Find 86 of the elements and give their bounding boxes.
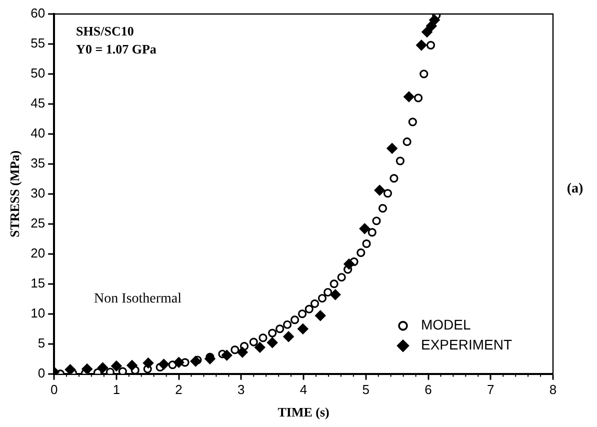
point [386,143,398,154]
text: (a) [566,182,584,197]
point [106,368,114,374]
y-tick-label: 50 [30,66,46,81]
legend-label: EXPERIMENT [421,336,512,353]
point [402,137,412,146]
annotation: SHS/SC10 [76,23,134,38]
x-tick-label: 8 [549,382,557,398]
y-tick-label: 35 [30,155,46,170]
y-tick-label: 20 [30,245,46,260]
x-tick-label: 2 [175,382,182,398]
y-tick-label: 45 [30,96,46,111]
point [111,360,122,372]
point [368,228,376,237]
point [318,294,327,303]
point [142,358,154,368]
point [315,310,326,321]
point [420,70,428,78]
y-axis-title: STRESS (MPa) [7,150,22,238]
point [290,316,300,324]
point [383,189,392,198]
annotation: Y0 = 1.07 GPa [76,41,157,56]
point [190,356,201,367]
point [204,354,216,364]
point [158,358,170,370]
point [372,216,381,226]
point [404,91,414,102]
point [414,94,423,102]
y-tick-label: 60 [30,6,46,21]
y-tick-label: 30 [30,185,46,200]
point [268,328,277,338]
y-tick-label: 40 [30,126,46,141]
point [344,258,354,270]
point [230,346,240,354]
point [378,204,388,213]
x-tick-label: 7 [487,382,494,398]
y-tick-label: 0 [38,365,46,380]
point [267,337,278,348]
y-tick-label: 10 [30,305,46,320]
point [362,239,371,248]
point [396,156,404,166]
y-tick-label: 55 [30,36,46,51]
point [310,299,320,308]
point [283,320,292,329]
point [173,357,184,368]
point [408,118,417,126]
x-axis-title: TIME (s) [278,404,330,420]
point [337,272,346,282]
point [258,334,268,342]
point [390,174,398,183]
point [304,304,314,314]
x-tick-label: 3 [238,382,245,398]
point [222,350,232,361]
point [356,248,366,257]
point [97,362,108,374]
point [298,310,307,318]
x-tick-label: 0 [50,382,58,398]
point [330,280,338,288]
x-tick-label: 4 [300,382,308,398]
point [254,342,266,353]
legend-label: MODEL [421,316,471,333]
point [416,40,427,50]
point [330,289,341,300]
y-tick-label: 25 [30,215,46,230]
point [64,364,76,374]
x-tick-label: 1 [112,382,120,398]
point [374,185,385,196]
point [283,331,294,342]
point [249,338,258,346]
point [276,324,284,334]
point [429,14,440,26]
point [324,288,332,297]
point [118,367,127,374]
point [426,40,436,50]
x-tick-label: 6 [424,382,432,398]
point [237,346,248,358]
point [426,20,437,32]
y-tick-label: 5 [38,335,46,350]
y-tick-label: 15 [30,275,46,290]
annotation: Non Isothermal [94,292,182,307]
point [359,223,370,234]
point [82,364,92,374]
x-tick-label: 5 [362,382,370,398]
point [126,360,138,371]
point [298,324,308,334]
point [422,26,432,38]
